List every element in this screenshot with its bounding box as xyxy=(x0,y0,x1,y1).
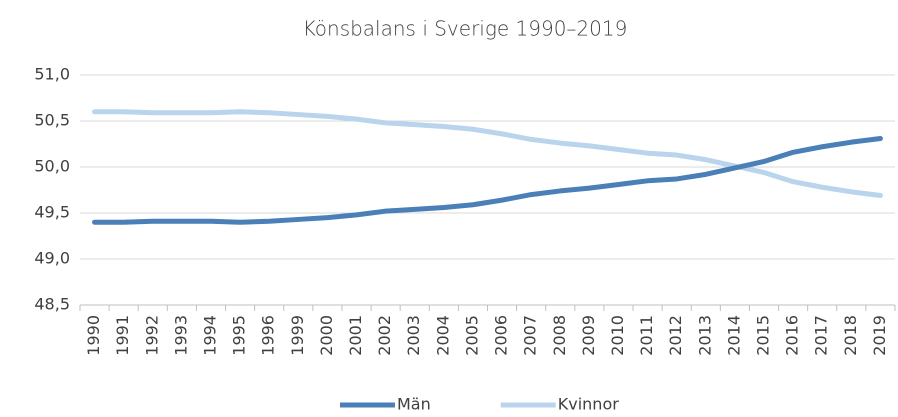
x-tick-label: 1999 xyxy=(288,315,307,356)
x-tick-label: 2003 xyxy=(404,315,423,356)
legend-label: Män xyxy=(397,395,431,414)
x-tick-label: 1992 xyxy=(142,315,161,356)
x-tick-label: 1996 xyxy=(259,315,278,356)
y-tick-label: 48,5 xyxy=(34,295,70,314)
x-tick-label: 2019 xyxy=(870,315,889,356)
x-tick-label: 2017 xyxy=(812,315,831,356)
x-tick-label: 2015 xyxy=(754,315,773,356)
x-tick-label: 2018 xyxy=(841,315,860,356)
x-tick-label: 1994 xyxy=(200,315,219,356)
x-tick-label: 2014 xyxy=(724,315,743,356)
line-series xyxy=(92,135,883,225)
x-tick-label: 1990 xyxy=(84,315,103,356)
x-tick-label: 2011 xyxy=(637,315,656,356)
y-tick-label: 49,0 xyxy=(34,249,70,268)
legend-label: Kvinnor xyxy=(558,395,619,414)
x-tick-label: 2012 xyxy=(666,315,685,356)
x-tick-label: 2007 xyxy=(521,315,540,356)
x-tick-label: 2000 xyxy=(317,315,336,356)
x-tick-label: 2002 xyxy=(375,315,394,356)
y-tick-label: 49,5 xyxy=(34,203,70,222)
chart-title: Könsbalans i Sverige 1990–2019 xyxy=(303,17,628,41)
x-tick-label: 1991 xyxy=(113,315,132,356)
line-series xyxy=(92,109,883,199)
x-tick-label: 2008 xyxy=(550,315,569,356)
x-tick-label: 1993 xyxy=(171,315,190,356)
x-tick-label: 1995 xyxy=(230,315,249,356)
x-tick-label: 2006 xyxy=(492,315,511,356)
x-tick-label: 2016 xyxy=(783,315,802,356)
y-tick-label: 50,5 xyxy=(34,111,70,130)
x-tick-label: 2009 xyxy=(579,315,598,356)
x-tick-label: 2001 xyxy=(346,315,365,356)
x-tick-label: 2013 xyxy=(695,315,714,356)
y-tick-label: 51,0 xyxy=(34,65,70,84)
x-tick-label: 2004 xyxy=(433,315,452,356)
x-tick-label: 2005 xyxy=(462,315,481,356)
y-tick-label: 50,0 xyxy=(34,157,70,176)
x-tick-label: 2010 xyxy=(608,315,627,356)
